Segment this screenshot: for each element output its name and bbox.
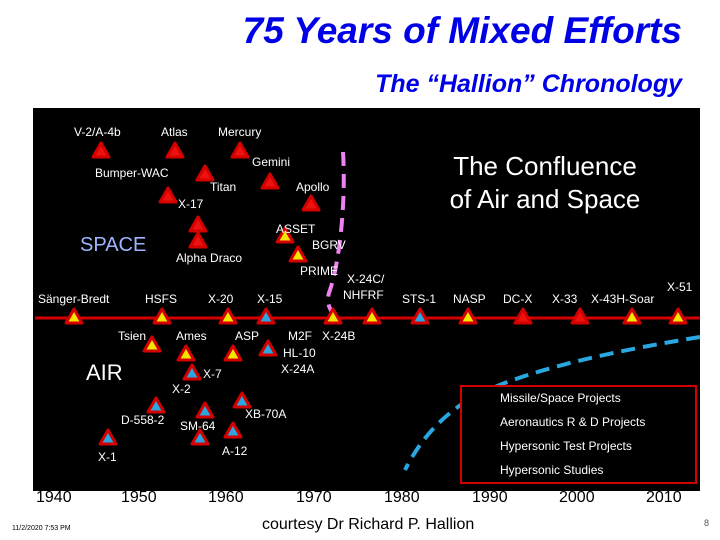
year-2000: 2000 xyxy=(559,489,595,506)
year-1970: 1970 xyxy=(296,489,332,506)
label-hl10: HL-10 xyxy=(283,346,316,360)
label-prime: PRIME xyxy=(300,264,339,278)
atlas-triangle xyxy=(165,141,185,159)
slide-date: 11/2/2020 7:53 PM xyxy=(12,525,71,532)
label-nhfrf: NHFRF xyxy=(343,288,384,302)
asset-triangle xyxy=(275,226,295,244)
sts1-triangle xyxy=(410,307,430,325)
asp-triangle xyxy=(223,344,243,362)
space-label: SPACE xyxy=(80,234,147,256)
label-x15: X-15 xyxy=(257,292,283,306)
label-gemini: Gemini xyxy=(252,155,291,169)
air-label: AIR xyxy=(86,360,123,385)
mercury-triangle xyxy=(230,141,250,159)
legend-item-hyper-test: Hypersonic Test Projects xyxy=(500,439,632,453)
nhfrf-triangle xyxy=(362,307,382,325)
label-x24c: X-24C/ xyxy=(347,272,385,286)
m2f-triangle xyxy=(258,339,278,357)
label-sanger: Sänger-Bredt xyxy=(38,292,110,306)
label-alpha: Alpha Draco xyxy=(176,251,243,265)
label-d558: D-558-2 xyxy=(121,413,165,427)
titan-triangle xyxy=(158,186,178,204)
ames-triangle xyxy=(176,344,196,362)
air-curve xyxy=(403,335,701,471)
year-1950: 1950 xyxy=(121,489,157,506)
label-apollo: Apollo xyxy=(296,180,330,194)
x1-triangle xyxy=(98,428,118,446)
label-dcx: DC-X xyxy=(503,292,533,306)
prime-triangle xyxy=(323,307,343,325)
x20-triangle xyxy=(218,307,238,325)
label-titan: Titan xyxy=(210,180,237,194)
confluence-line-2: of Air and Space xyxy=(449,184,641,214)
label-nasp: NASP xyxy=(453,292,486,306)
alpha-triangle xyxy=(188,231,208,249)
x51-triangle xyxy=(668,307,688,325)
slide-title: 75 Years of Mixed Efforts xyxy=(242,10,682,51)
label-tsien: Tsien xyxy=(118,329,147,343)
label-x17: X-17 xyxy=(178,197,204,211)
label-bumper: Bumper-WAC xyxy=(95,166,169,180)
hsfs-triangle xyxy=(152,307,172,325)
xb70-triangle xyxy=(232,391,252,409)
confluence-text: The Confluence of Air and Space xyxy=(430,150,660,216)
bumper-triangle xyxy=(195,164,215,182)
label-sts1: STS-1 xyxy=(402,292,437,306)
space-curve xyxy=(325,151,346,318)
slide-subtitle: The “Hallion” Chronology xyxy=(375,70,682,98)
gemini-triangle xyxy=(260,172,280,190)
label-x1: X-1 xyxy=(98,450,117,464)
x33-triangle xyxy=(570,307,590,325)
apollo-triangle xyxy=(301,194,321,212)
year-1960: 1960 xyxy=(208,489,244,506)
year-1990: 1990 xyxy=(472,489,508,506)
sanger-triangle xyxy=(64,307,84,325)
x2-triangle xyxy=(146,396,166,414)
dcx-triangle xyxy=(513,307,533,325)
sm64-triangle xyxy=(195,401,215,419)
label-mercury: Mercury xyxy=(218,125,262,139)
label-sm64: SM-64 xyxy=(180,419,216,433)
label-a12: A-12 xyxy=(222,444,248,458)
legend-item-aero: Aeronautics R & D Projects xyxy=(500,415,646,429)
label-x20: X-20 xyxy=(208,292,234,306)
year-1940: 1940 xyxy=(36,489,72,506)
label-xb70: XB-70A xyxy=(245,407,287,421)
label-atlas: Atlas xyxy=(161,125,188,139)
label-m2f: M2F xyxy=(288,329,312,343)
label-x51: X-51 xyxy=(667,280,693,294)
x17-triangle xyxy=(188,215,208,233)
d558-triangle xyxy=(223,421,243,439)
label-asp: ASP xyxy=(235,329,260,343)
label-x24b: X-24B xyxy=(322,329,356,343)
courtesy-credit: courtesy Dr Richard P. Hallion xyxy=(262,516,475,533)
page-number: 8 xyxy=(704,518,710,528)
confluence-line-1: The Confluence xyxy=(453,151,637,181)
v2-triangle xyxy=(91,141,111,159)
label-x43: X-43H-Soar xyxy=(591,292,655,306)
legend-item-missile: Missile/Space Projects xyxy=(500,391,621,405)
a12-triangle xyxy=(190,428,210,446)
label-x2: X-2 xyxy=(172,382,191,396)
label-x33: X-33 xyxy=(552,292,578,306)
nasp-triangle xyxy=(458,307,478,325)
x7-triangle xyxy=(182,363,202,381)
bgrv-triangle xyxy=(288,245,308,263)
label-x24a: X-24A xyxy=(281,362,315,376)
label-x7: X-7 xyxy=(203,367,222,381)
legend-box: Missile/Space Projects Aeronautics R & D… xyxy=(460,385,697,484)
year-2010: 2010 xyxy=(646,489,682,506)
label-bgrv: BGRV xyxy=(312,238,346,252)
label-ames: Ames xyxy=(176,329,207,343)
tsien-triangle xyxy=(142,335,162,353)
label-asset: ASSET xyxy=(276,222,316,236)
label-hsfs: HSFS xyxy=(145,292,178,306)
x43-triangle xyxy=(622,307,642,325)
label-v2: V-2/A-4b xyxy=(74,125,121,139)
legend-item-hyper-study: Hypersonic Studies xyxy=(500,463,604,477)
x15-triangle xyxy=(256,307,276,325)
year-1980: 1980 xyxy=(384,489,420,506)
